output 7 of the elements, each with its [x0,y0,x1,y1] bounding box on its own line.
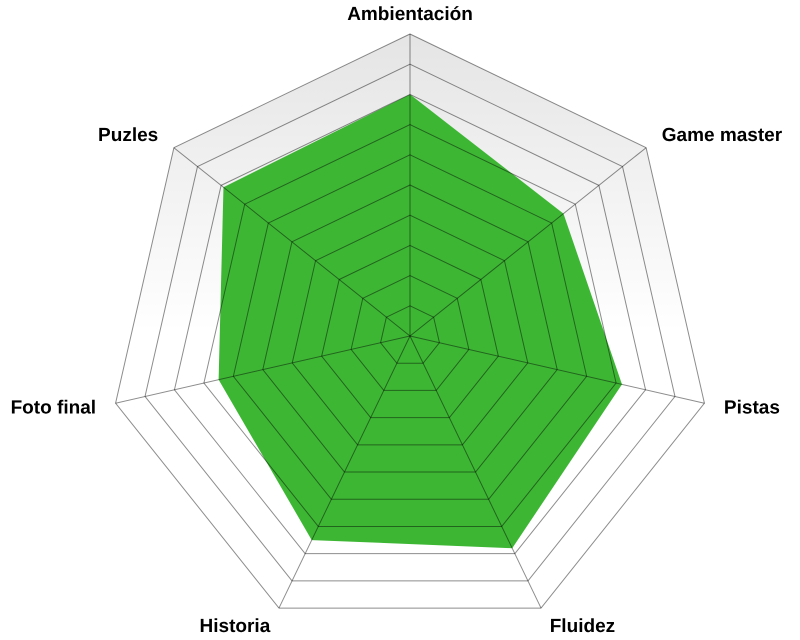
spoke-label: Foto final [10,397,96,418]
spoke-label: Game master [662,124,783,146]
spoke-label: Fluidez [550,616,616,637]
spoke-label: Ambientación [347,4,473,24]
spoke-label: Historia [200,616,271,637]
spoke-label: Pistas [724,397,780,418]
spoke-label: Puzles [98,124,158,146]
